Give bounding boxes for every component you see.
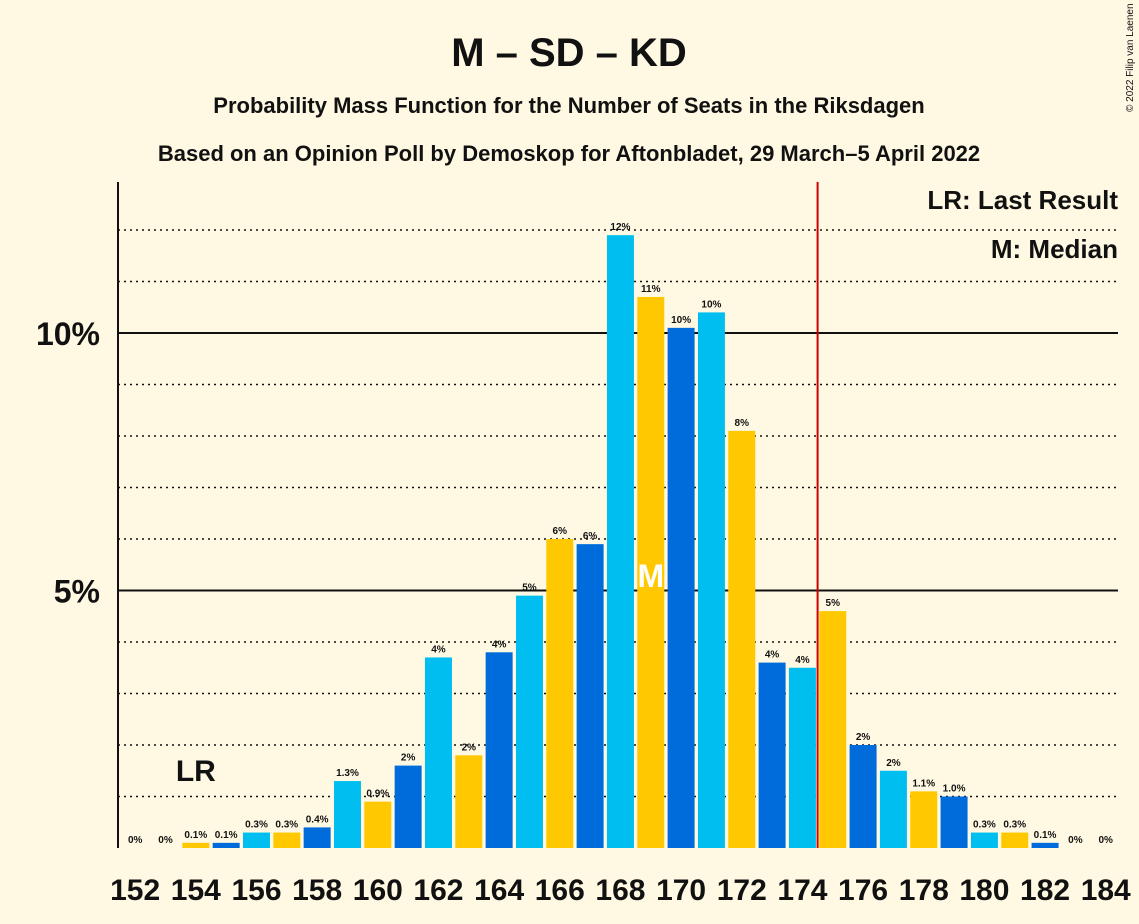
x-tick-170: 170 (656, 874, 706, 907)
value-label-169: 11% (641, 284, 661, 295)
x-tick-168: 168 (595, 874, 645, 907)
value-labels: 0% 0% 0.1% 0.1% 0.3% 0.3% 0.4% 1.3% 0.9% 2% 4% 2% 4%… (128, 222, 1113, 846)
bar-174 (788, 667, 816, 848)
value-label-153: 0% (158, 835, 173, 846)
chart-subtitle: Probability Mass Function for the Number… (213, 93, 924, 118)
x-tick-178: 178 (899, 874, 949, 907)
value-label-180: 0.3% (973, 820, 996, 831)
value-label-168: 12% (610, 222, 630, 233)
value-label-171: 10% (701, 299, 721, 310)
value-label-170: 10% (671, 315, 691, 326)
value-label-152: 0% (128, 835, 143, 846)
value-label-154: 0.1% (184, 830, 207, 841)
bar-170 (667, 327, 695, 849)
bar-160 (364, 801, 392, 848)
value-label-177: 2% (886, 758, 901, 769)
value-label-166: 6% (553, 526, 568, 537)
x-tick-labels: 152 154 156 158 160 162 164 166 168 170 172 174 176 1… (110, 874, 1131, 907)
value-label-167: 6% (583, 531, 598, 542)
bar-164 (485, 652, 513, 848)
x-tick-176: 176 (838, 874, 888, 907)
x-tick-172: 172 (717, 874, 767, 907)
bar-179 (940, 796, 968, 848)
x-tick-158: 158 (292, 874, 342, 907)
value-label-160: 0.9% (366, 789, 389, 800)
chart-subtitle-poll: Based on an Opinion Poll by Demoskop for… (158, 141, 980, 166)
value-label-164: 4% (492, 639, 507, 650)
value-label-183: 0% (1068, 835, 1083, 846)
value-label-175: 5% (826, 598, 841, 609)
bar-177 (879, 770, 907, 848)
x-tick-164: 164 (474, 874, 524, 907)
x-tick-152: 152 (110, 874, 160, 907)
bar-163 (455, 755, 483, 848)
last-result-marker: LR (176, 755, 216, 788)
value-label-165: 5% (522, 583, 537, 594)
x-tick-184: 184 (1081, 874, 1131, 907)
bar-156 (242, 832, 270, 848)
value-label-155: 0.1% (215, 830, 238, 841)
value-label-162: 4% (431, 644, 446, 655)
x-tick-180: 180 (959, 874, 1009, 907)
bar-181 (1001, 832, 1029, 848)
legend-last-result: LR: Last Result (927, 185, 1118, 215)
x-tick-156: 156 (231, 874, 281, 907)
value-label-173: 4% (765, 650, 780, 661)
bar-175 (819, 611, 847, 848)
value-label-161: 2% (401, 753, 416, 764)
value-label-157: 0.3% (275, 820, 298, 831)
value-label-184: 0% (1098, 835, 1113, 846)
bar-172 (728, 430, 756, 848)
bar-180 (970, 832, 998, 848)
bar-176 (849, 745, 877, 848)
value-label-178: 1.1% (912, 778, 935, 789)
bar-171 (697, 312, 725, 848)
bar-169 (637, 296, 665, 848)
bar-162 (424, 657, 452, 848)
value-label-174: 4% (795, 655, 810, 666)
median-marker: M (637, 558, 664, 594)
bar-154 (182, 842, 210, 848)
bar-182 (1031, 842, 1059, 848)
x-tick-174: 174 (777, 874, 827, 907)
x-tick-154: 154 (171, 874, 221, 907)
x-tick-166: 166 (535, 874, 585, 907)
value-label-156: 0.3% (245, 820, 268, 831)
value-label-181: 0.3% (1003, 820, 1026, 831)
bars (182, 235, 1059, 849)
y-tick-10: 10% (36, 316, 100, 352)
y-tick-labels: 5% 10% (36, 316, 100, 610)
copyright-text: © 2022 Filip van Laenen (1125, 3, 1136, 112)
x-tick-162: 162 (413, 874, 463, 907)
bar-178 (910, 791, 938, 848)
bar-161 (394, 765, 422, 848)
value-label-172: 8% (735, 418, 750, 429)
bar-157 (273, 832, 301, 848)
x-tick-182: 182 (1020, 874, 1070, 907)
legend-median: M: Median (991, 234, 1118, 264)
value-label-179: 1.0% (943, 784, 966, 795)
bar-159 (333, 781, 361, 848)
bar-165 (515, 595, 543, 848)
value-label-158: 0.4% (306, 814, 329, 825)
y-tick-5: 5% (54, 574, 100, 610)
bar-166 (546, 539, 574, 848)
bar-167 (576, 544, 604, 848)
x-tick-160: 160 (353, 874, 403, 907)
bar-155 (212, 842, 240, 848)
value-label-176: 2% (856, 732, 871, 743)
bar-158 (303, 827, 331, 848)
bar-173 (758, 662, 786, 848)
value-label-182: 0.1% (1034, 830, 1057, 841)
value-label-163: 2% (462, 742, 477, 753)
value-label-159: 1.3% (336, 768, 359, 779)
bar-168 (606, 235, 634, 848)
chart-title: M – SD – KD (451, 31, 687, 75)
